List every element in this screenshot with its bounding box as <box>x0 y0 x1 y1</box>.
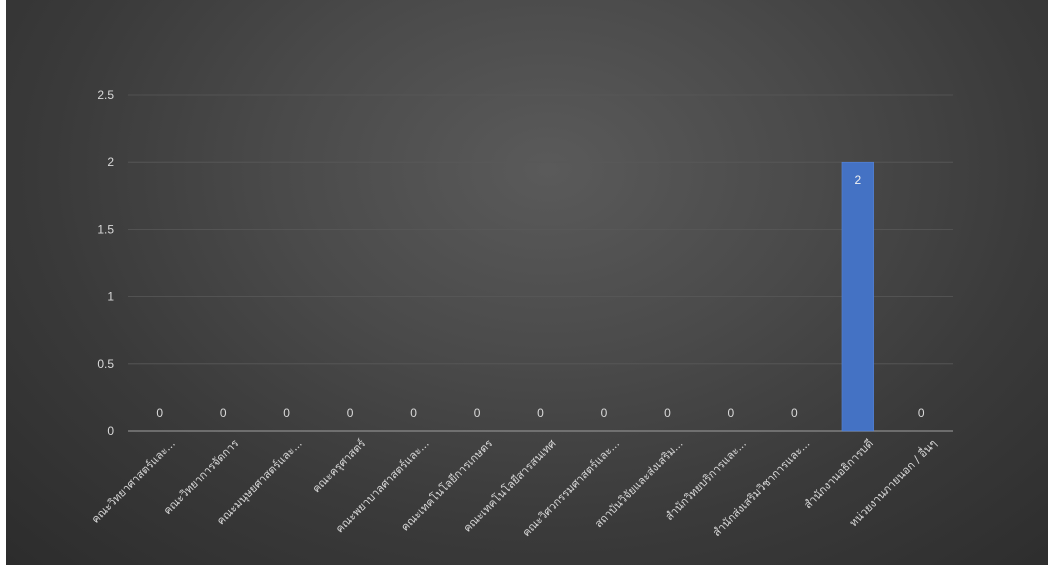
data-labels: 0 0 0 0 0 0 0 0 0 0 0 2 0 <box>156 173 925 420</box>
y-tick-label: 0 <box>107 424 114 438</box>
data-label: 0 <box>601 406 608 420</box>
bar <box>841 161 874 432</box>
data-label: 0 <box>410 406 417 420</box>
x-axis-ticks: คณะวิทยาศาสตร์และ...คณะวิทยาการจัดการคณะ… <box>89 435 939 539</box>
bar-chart: 0 0.5 1 1.5 2 2.5 0 0 0 0 0 0 0 0 0 0 0 2 0 คณะวิทยาศาสตร… <box>89 88 953 539</box>
data-label: 0 <box>918 406 925 420</box>
chart-area: 0 0.5 1 1.5 2 2.5 0 0 0 0 0 0 0 0 0 0 0 2 0 คณะวิทยาศาสตร… <box>6 0 1048 565</box>
y-tick-label: 0.5 <box>97 357 114 371</box>
data-label: 2 <box>854 173 861 187</box>
y-tick-label: 2.5 <box>97 88 114 102</box>
y-tick-label: 2 <box>107 155 114 169</box>
y-tick-label: 1.5 <box>97 222 114 236</box>
data-label: 0 <box>728 406 735 420</box>
data-label: 0 <box>156 406 163 420</box>
data-label: 0 <box>347 406 354 420</box>
y-axis-ticks: 0 0.5 1 1.5 2 2.5 <box>97 88 114 438</box>
data-label: 0 <box>664 406 671 420</box>
y-tick-label: 1 <box>107 290 114 304</box>
data-label: 0 <box>791 406 798 420</box>
bars <box>841 161 874 432</box>
data-label: 0 <box>283 406 290 420</box>
x-tick-label: สำนักงานอธิการบดี <box>801 437 875 511</box>
data-label: 0 <box>537 406 544 420</box>
x-tick-label: คณะครุศาสตร์ <box>310 437 369 496</box>
data-label: 0 <box>474 406 481 420</box>
data-label: 0 <box>220 406 227 420</box>
gridlines <box>128 94 953 432</box>
